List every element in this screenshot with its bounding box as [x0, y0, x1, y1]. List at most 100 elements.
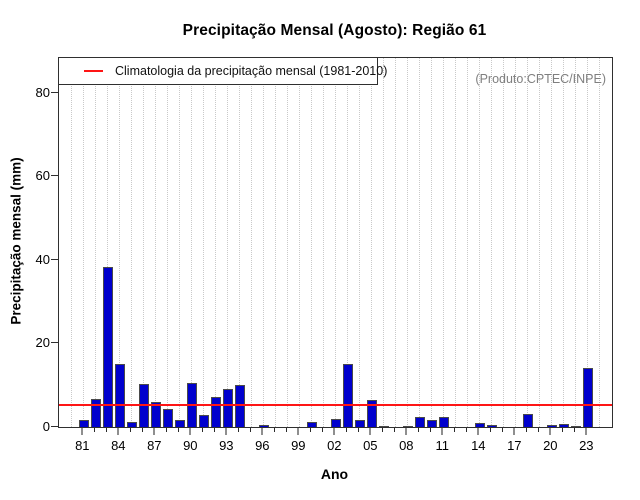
gridline-2009	[418, 58, 420, 427]
bar-2008	[402, 425, 413, 427]
x-tick-1994	[237, 428, 239, 432]
gridline-1980	[70, 58, 72, 427]
bar-2014	[474, 423, 485, 427]
bar-2002	[330, 419, 341, 427]
gridline-1988	[166, 58, 168, 427]
bar-2000	[306, 422, 317, 427]
x-tick-2006	[381, 428, 383, 432]
climatology-line	[59, 404, 612, 407]
bar-1989	[174, 419, 185, 427]
x-tick-label-1990: 90	[183, 438, 198, 453]
y-tick-label-20: 20	[35, 335, 50, 351]
gridline-2023	[586, 58, 588, 427]
bar-2018	[522, 414, 533, 427]
x-major-tick-1990	[189, 428, 192, 435]
bar-2006	[378, 426, 389, 427]
bar-1993	[222, 389, 233, 427]
gridline-2017	[514, 58, 516, 427]
x-major-tick-2011	[441, 428, 444, 435]
y-tick-label-40: 40	[35, 251, 50, 267]
x-tick-2000	[309, 428, 311, 432]
x-tick-label-1981: 81	[75, 438, 90, 453]
y-tick-0	[51, 425, 58, 427]
gridline-1995	[250, 58, 252, 427]
bar-1982	[90, 399, 101, 427]
x-tick-label-2023: 23	[579, 438, 594, 453]
bar-1983	[102, 267, 113, 427]
x-tick-1995	[249, 428, 251, 432]
bar-1992	[210, 396, 221, 427]
gridline-2000	[310, 58, 312, 427]
x-tick-1986	[141, 428, 143, 432]
gridline-2019	[538, 58, 540, 427]
x-major-tick-2005	[369, 428, 372, 435]
x-tick-1991	[201, 428, 203, 432]
gridline-1998	[286, 58, 288, 427]
gridline-1984	[118, 58, 120, 427]
gridline-1996	[262, 58, 264, 427]
bar-2011	[438, 416, 449, 427]
gridline-1987	[154, 58, 156, 427]
bar-2010	[426, 419, 437, 427]
x-tick-2021	[561, 428, 563, 432]
gridline-1999	[298, 58, 300, 427]
gridline-2005	[370, 58, 372, 427]
bar-1985	[126, 421, 137, 427]
bar-2020	[546, 424, 557, 427]
x-major-tick-2008	[405, 428, 408, 435]
x-tick-2004	[357, 428, 359, 432]
bar-2015	[486, 424, 497, 427]
watermark-text: (Produto:CPTEC/INPE)	[475, 72, 606, 86]
bar-2005	[366, 400, 377, 427]
gridline-2014	[478, 58, 480, 427]
x-tick-2019	[537, 428, 539, 432]
bar-1987	[150, 401, 161, 427]
gridline-1985	[130, 58, 132, 427]
gridline-2011	[442, 58, 444, 427]
gridline-1993	[226, 58, 228, 427]
gridline-1992	[214, 58, 216, 427]
gridline-2016	[502, 58, 504, 427]
x-tick-label-2017: 17	[507, 438, 522, 453]
gridline-1981	[82, 58, 84, 427]
bar-2022	[570, 426, 581, 427]
x-major-tick-2002	[333, 428, 336, 435]
bar-2009	[414, 417, 425, 427]
x-major-tick-1987	[153, 428, 156, 435]
x-tick-label-2008: 08	[399, 438, 414, 453]
x-tick-label-1996: 96	[255, 438, 270, 453]
y-tick-60	[51, 175, 58, 177]
x-major-tick-2020	[549, 428, 552, 435]
gridline-2013	[466, 58, 468, 427]
x-major-tick-1981	[81, 428, 84, 435]
gridline-2002	[334, 58, 336, 427]
x-tick-1997	[273, 428, 275, 432]
x-tick-label-1999: 99	[291, 438, 306, 453]
x-axis-title: Ano	[320, 466, 349, 482]
gridline-2020	[550, 58, 552, 427]
x-tick-label-1984: 84	[111, 438, 126, 453]
x-tick-1992	[213, 428, 215, 432]
bar-2004	[354, 419, 365, 427]
x-tick-label-2002: 02	[327, 438, 342, 453]
bar-1996	[258, 425, 269, 427]
x-major-tick-1999	[297, 428, 300, 435]
x-tick-2013	[465, 428, 467, 432]
gridline-2021	[562, 58, 564, 427]
gridline-2007	[394, 58, 396, 427]
gridline-2006	[382, 58, 384, 427]
gridline-1989	[178, 58, 180, 427]
x-tick-1983	[105, 428, 107, 432]
x-tick-label-2005: 05	[363, 438, 378, 453]
plot-area: Climatologia da precipitação mensal (198…	[58, 57, 613, 428]
x-tick-label-2014: 14	[471, 438, 486, 453]
gridline-2010	[430, 58, 432, 427]
x-tick-1989	[177, 428, 179, 432]
x-tick-2001	[321, 428, 323, 432]
bar-1984	[114, 363, 125, 427]
gridline-1994	[238, 58, 240, 427]
climatology-line-swatch	[84, 70, 103, 72]
x-tick-2016	[501, 428, 503, 432]
gridline-2004	[358, 58, 360, 427]
